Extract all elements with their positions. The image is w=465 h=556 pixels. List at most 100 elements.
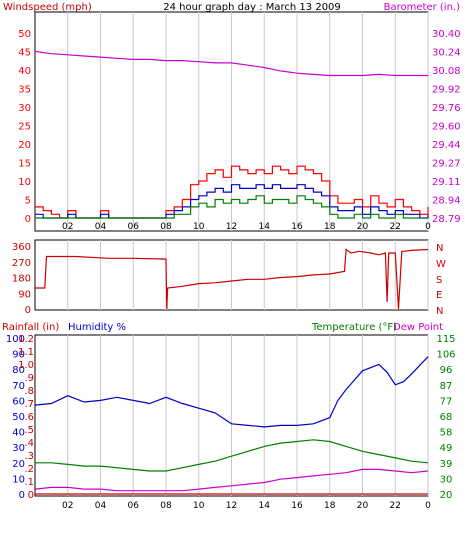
x-tick-label: 16 <box>291 222 303 232</box>
dewpoint-axis-label: Dew Point <box>393 322 443 333</box>
barometer-tick: 28.79 <box>432 214 461 225</box>
windspeed-tick: 45 <box>18 48 31 59</box>
rainfall-axis-label: Rainfall (in) <box>2 322 59 333</box>
x-tick-label: 16 <box>291 501 303 511</box>
rainfall-tick: 1.1 <box>18 347 34 358</box>
x-tick-label: 06 <box>128 222 140 232</box>
direction-degree-tick: 0 <box>25 305 31 316</box>
windspeed-axis-label: Windspeed (mph) <box>3 2 92 13</box>
direction-degree-tick: 360 <box>12 242 31 253</box>
windspeed-tick: 25 <box>18 122 31 133</box>
rainfall-tick: .8 <box>24 386 34 397</box>
series-line-wind-average <box>35 184 429 219</box>
x-tick-label: 22 <box>390 501 401 511</box>
direction-compass-tick: E <box>436 290 442 301</box>
barometer-tick: 29.92 <box>432 85 461 96</box>
barometer-tick: 28.94 <box>432 196 461 207</box>
x-tick-label: 0 <box>425 222 431 232</box>
x-tick-label: 14 <box>259 222 271 232</box>
rainfall-tick: 1.2 <box>18 334 34 345</box>
barometer-tick: 30.40 <box>432 29 461 40</box>
climate-x-tick-labels: 02 04 06 08 10 12 14 16 18 20 22 0 <box>62 501 431 511</box>
humidity-tick: 70 <box>12 381 25 392</box>
rainfall-tick: .4 <box>24 438 34 449</box>
x-tick-label: 12 <box>226 501 237 511</box>
windspeed-tick: 10 <box>18 177 31 188</box>
x-tick-label: 20 <box>357 501 369 511</box>
direction-compass-tick: N <box>436 243 443 254</box>
humidity-tick: 100 <box>6 334 25 345</box>
x-tick-label: 06 <box>128 501 140 511</box>
direction-series <box>35 248 429 310</box>
temperature-tick: 87 <box>440 381 453 392</box>
direction-degree-tick: 90 <box>18 289 31 300</box>
rainfall-tick: .9 <box>24 373 34 384</box>
temperature-tick: 96 <box>440 365 453 376</box>
x-tick-label: 0 <box>425 501 431 511</box>
windspeed-tick-labels: 0 5 10 15 20 25 30 35 40 45 50 <box>18 29 31 225</box>
series-line-dew-point <box>34 468 429 492</box>
humidity-tick: 90 <box>12 350 25 361</box>
rainfall-tick: .7 <box>24 399 34 410</box>
humidity-tick: 80 <box>12 365 25 376</box>
x-tick-label: 04 <box>95 222 107 232</box>
barometer-tick: 30.24 <box>432 48 461 59</box>
windspeed-tick: 0 <box>25 214 31 225</box>
series-line-wind-direction <box>35 248 429 310</box>
rainfall-tick: .3 <box>24 451 34 462</box>
barometer-tick: 29.60 <box>432 122 461 133</box>
humidity-tick: 20 <box>12 459 25 470</box>
climate-series <box>34 356 429 495</box>
series-line-barometer <box>34 50 428 77</box>
chart-title: 24 hour graph day : March 13 2009 <box>163 2 341 13</box>
temperature-tick: 77 <box>440 396 453 407</box>
barometer-tick-labels: 28.79 28.94 29.11 29.27 29.44 29.60 29.76 29.92… <box>432 29 461 225</box>
direction-degree-tick: 270 <box>12 258 31 269</box>
wind-x-tick-labels: 02 04 06 08 10 12 14 16 18 20 22 0 <box>62 222 431 232</box>
series-line-temperature <box>35 439 429 472</box>
direction-compass-tick: S <box>436 275 442 286</box>
temperature-tick-labels: 20 30 39 49 58 68 77 87 96 106 115 <box>436 334 455 501</box>
temperature-tick: 68 <box>440 412 453 423</box>
x-tick-label: 20 <box>357 222 369 232</box>
rainfall-tick-labels: 0 .1 .2 .3 .4 .5 .6 .7 .8 .9 1.0 1.1 1.2 <box>18 334 34 501</box>
barometer-tick: 29.76 <box>432 103 461 114</box>
humidity-tick: 0 <box>19 490 25 501</box>
windspeed-tick: 40 <box>18 66 31 77</box>
windspeed-tick: 30 <box>18 103 31 114</box>
windspeed-tick: 50 <box>18 29 31 40</box>
x-tick-label: 10 <box>193 501 205 511</box>
x-tick-label: 08 <box>160 222 172 232</box>
barometer-tick: 29.44 <box>432 140 461 151</box>
x-tick-label: 02 <box>62 222 73 232</box>
temperature-tick: 106 <box>436 350 455 361</box>
humidity-tick: 60 <box>12 396 25 407</box>
x-tick-label: 14 <box>259 501 271 511</box>
direction-compass-tick: W <box>436 259 446 270</box>
humidity-tick: 50 <box>12 412 25 423</box>
wind-grid <box>67 12 429 231</box>
x-tick-label: 04 <box>95 501 107 511</box>
rainfall-tick: .2 <box>24 464 34 475</box>
direction-compass-tick: N <box>436 306 443 317</box>
barometer-tick: 29.11 <box>432 177 461 188</box>
humidity-tick: 30 <box>12 443 25 454</box>
wind-series <box>34 50 429 219</box>
temperature-tick: 39 <box>440 459 453 470</box>
temperature-tick: 30 <box>440 474 453 485</box>
humidity-tick: 10 <box>12 474 25 485</box>
windspeed-tick: 35 <box>18 85 31 96</box>
barometer-tick: 30.08 <box>432 66 461 77</box>
barometer-axis-label: Barometer (in.) <box>384 2 460 13</box>
temperature-tick: 58 <box>440 428 453 439</box>
x-tick-label: 18 <box>324 501 336 511</box>
rainfall-tick: .5 <box>24 425 34 436</box>
windspeed-tick: 15 <box>18 159 31 170</box>
temperature-tick: 20 <box>440 490 453 501</box>
x-tick-label: 10 <box>193 222 205 232</box>
rainfall-tick: 0 <box>28 490 34 501</box>
rainfall-tick: 1.0 <box>18 360 34 371</box>
x-tick-label: 18 <box>324 222 336 232</box>
